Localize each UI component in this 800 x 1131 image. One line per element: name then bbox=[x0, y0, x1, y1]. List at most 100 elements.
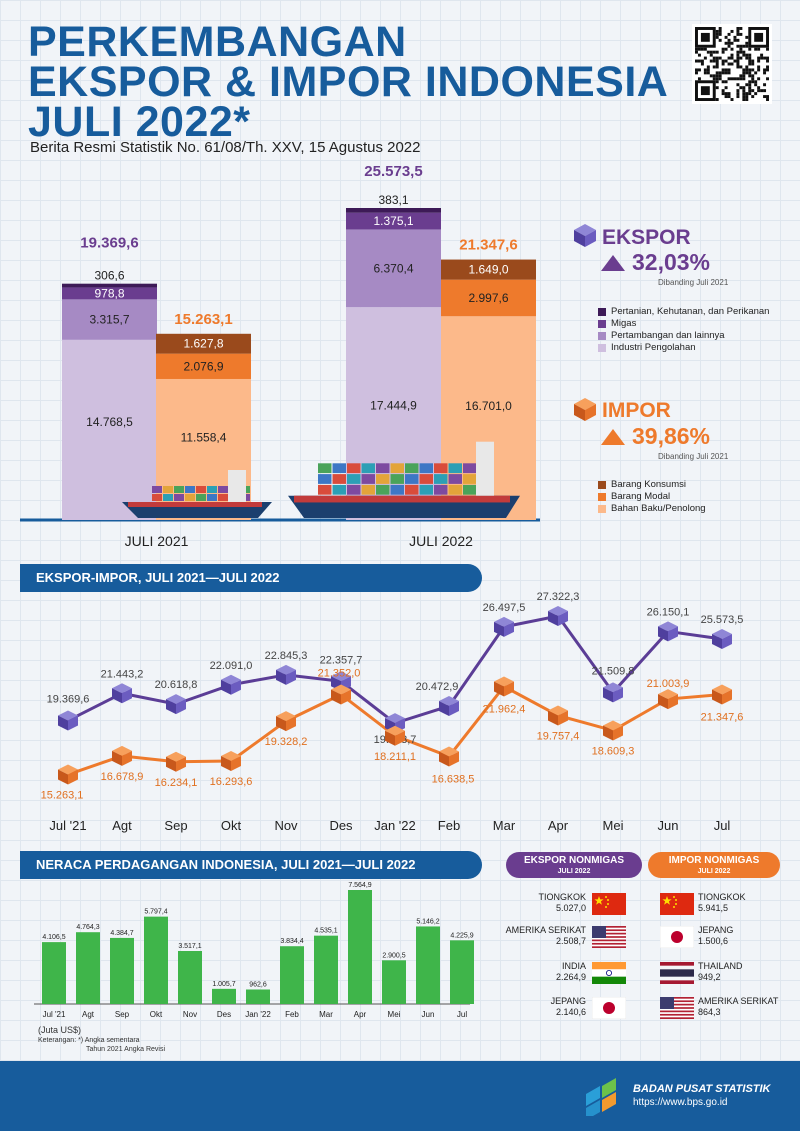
impor-point-label: 19.328,2 bbox=[265, 736, 308, 748]
balance-bar bbox=[280, 946, 304, 1004]
ekspor-legend-item: Pertambangan dan lainnya bbox=[598, 330, 725, 341]
impor-segment-label: 1.627,8 bbox=[183, 337, 223, 351]
balance-x-tick-label: Mar bbox=[319, 1010, 333, 1019]
balance-x-tick-label: Apr bbox=[354, 1010, 367, 1019]
ekspor-country-value: 2.264,9 bbox=[555, 972, 586, 982]
ekspor-country-name: JEPANG bbox=[550, 996, 586, 1006]
impor-point bbox=[548, 705, 568, 726]
impor-segment-label: 2.076,9 bbox=[183, 359, 223, 373]
line-chart: 19.369,6 21.443,2 20.618,8 22.091,0 22.845,3… bbox=[41, 591, 744, 833]
ekspor-point-label: 22.845,3 bbox=[265, 650, 308, 662]
legend-swatch bbox=[598, 307, 606, 316]
ekspor-point-label: 20.618,8 bbox=[155, 679, 198, 691]
impor-point bbox=[221, 750, 241, 771]
impor-legend-item: Barang Konsumsi bbox=[598, 479, 686, 490]
ekspor-bar-segment bbox=[346, 212, 441, 230]
ekspor-point bbox=[221, 674, 241, 695]
impor-country-value: 949,2 bbox=[698, 972, 721, 982]
balance-bar bbox=[246, 989, 270, 1004]
balance-bar-chart: 4.106,5 Jul '21 4.764,3 Agt 4.384,7 Sep 5.797,… bbox=[34, 882, 474, 1019]
balance-x-tick-label: Feb bbox=[285, 1010, 299, 1019]
legend-label: Barang Konsumsi bbox=[611, 479, 686, 490]
impor-point-label: 18.609,3 bbox=[592, 746, 635, 758]
ekspor-change-note: Dibanding Juli 2021 bbox=[658, 278, 729, 287]
impor-country-name: AMERIKA SERIKAT bbox=[698, 996, 779, 1006]
balance-x-tick-label: Des bbox=[217, 1010, 231, 1019]
th-flag-icon bbox=[660, 962, 694, 984]
unit-label: (Juta US$) bbox=[38, 1025, 82, 1035]
balance-bar bbox=[314, 935, 338, 1004]
bar-category-label: JULI 2021 bbox=[125, 533, 189, 549]
impor-point bbox=[439, 746, 459, 767]
legend-swatch bbox=[598, 492, 606, 501]
ekspor-point-label: 20.472,9 bbox=[416, 681, 459, 693]
line-x-tick-label: Mei bbox=[603, 818, 624, 833]
bar-category-label: JULI 2022 bbox=[409, 533, 473, 549]
title-line-3: JULI 2022* bbox=[28, 98, 251, 146]
legend-label: Pertanian, Kehutanan, dan Perikanan bbox=[611, 306, 770, 317]
balance-bar-label: 3.834,4 bbox=[280, 938, 303, 945]
ekspor-legend-item: Pertanian, Kehutanan, dan Perikanan bbox=[598, 306, 769, 317]
ekspor-bar-segment bbox=[62, 299, 157, 340]
bps-logo-icon bbox=[586, 1078, 616, 1116]
balance-bar bbox=[42, 942, 66, 1004]
impor-up-arrow-icon bbox=[601, 429, 625, 445]
line-x-tick-label: Mar bbox=[493, 818, 516, 833]
ekspor-total-label: 19.369,6 bbox=[80, 235, 138, 252]
ekspor-point-label: 21.509,8 bbox=[592, 665, 635, 677]
qr-code[interactable] bbox=[692, 24, 772, 104]
balance-bar-label: 7.564,9 bbox=[348, 882, 371, 889]
ekspor-nonmigas-pill: EKSPOR NONMIGAS JULI 2022 bbox=[506, 852, 642, 878]
ship-2022-icon bbox=[288, 441, 520, 518]
balance-chart-title: NERACA PERDAGANGAN INDONESIA, JULI 2021—… bbox=[20, 851, 482, 879]
line-x-tick-label: Jul '21 bbox=[49, 818, 86, 833]
impor-point bbox=[385, 725, 405, 746]
balance-x-tick-label: Jul '21 bbox=[43, 1010, 66, 1019]
balance-bar-label: 4.764,3 bbox=[76, 924, 99, 931]
ekspor-point bbox=[166, 694, 186, 715]
ekspor-segment-label: 3.315,7 bbox=[89, 313, 129, 327]
impor-box-icon bbox=[574, 398, 596, 421]
title-line-2: EKSPOR & IMPOR INDONESIA bbox=[28, 58, 669, 106]
impor-nonmigas-pill: IMPOR NONMIGAS JULI 2022 bbox=[648, 852, 780, 878]
impor-segment-label: 2.997,6 bbox=[468, 291, 508, 305]
ekspor-bar-segment bbox=[62, 339, 157, 520]
balance-x-tick-label: Nov bbox=[183, 1010, 197, 1019]
balance-x-tick-label: Jun bbox=[422, 1010, 435, 1019]
ekspor-point-label: 22.357,7 bbox=[320, 654, 363, 666]
balance-bar-label: 4.106,5 bbox=[42, 934, 65, 941]
impor-point-label: 21.003,9 bbox=[647, 678, 690, 690]
legend-label: Industri Pengolahan bbox=[611, 342, 696, 353]
balance-bar-label: 5.797,4 bbox=[144, 909, 167, 916]
ekspor-point-label: 26.497,5 bbox=[483, 602, 526, 614]
balance-bar bbox=[416, 926, 440, 1004]
impor-country-entry: THAILAND 949,2 bbox=[698, 961, 788, 983]
impor-point bbox=[712, 684, 732, 705]
impor-point bbox=[331, 684, 351, 705]
ekspor-segment-label: 383,1 bbox=[378, 193, 408, 207]
title-line-1: PERKEMBANGAN bbox=[28, 18, 407, 66]
legend-label: Migas bbox=[611, 318, 637, 329]
note-line-1: Keterangan: *) Angka sementara bbox=[38, 1037, 140, 1044]
impor-segment-label: 1.649,0 bbox=[468, 263, 508, 277]
balance-x-tick-label: Agt bbox=[82, 1010, 95, 1019]
ekspor-total-label: 25.573,5 bbox=[364, 163, 422, 180]
impor-bar-segment bbox=[441, 279, 536, 317]
ekspor-point-label: 19.369,6 bbox=[47, 694, 90, 706]
impor-country-name: JEPANG bbox=[698, 925, 734, 935]
ekspor-country-entry: TIONGKOK 5.027,0 bbox=[500, 892, 586, 914]
impor-country-name: TIONGKOK bbox=[698, 892, 746, 902]
bps-url-link[interactable]: https://www.bps.go.id bbox=[633, 1097, 728, 1108]
cn-flag-icon bbox=[660, 893, 694, 915]
balance-x-tick-label: Jan '22 bbox=[245, 1010, 271, 1019]
legend-swatch bbox=[598, 319, 606, 328]
legend-label: Pertambangan dan lainnya bbox=[611, 330, 725, 341]
page-subtitle: Berita Resmi Statistik No. 61/08/Th. XXV… bbox=[30, 139, 421, 156]
impor-legend-item: Bahan Baku/Penolong bbox=[598, 503, 706, 514]
impor-point bbox=[166, 751, 186, 772]
impor-point bbox=[58, 764, 78, 785]
balance-x-tick-label: Jul bbox=[457, 1010, 467, 1019]
impor-point-label: 15.263,1 bbox=[41, 790, 84, 802]
impor-bar-segment bbox=[156, 353, 251, 379]
ekspor-point bbox=[112, 683, 132, 704]
